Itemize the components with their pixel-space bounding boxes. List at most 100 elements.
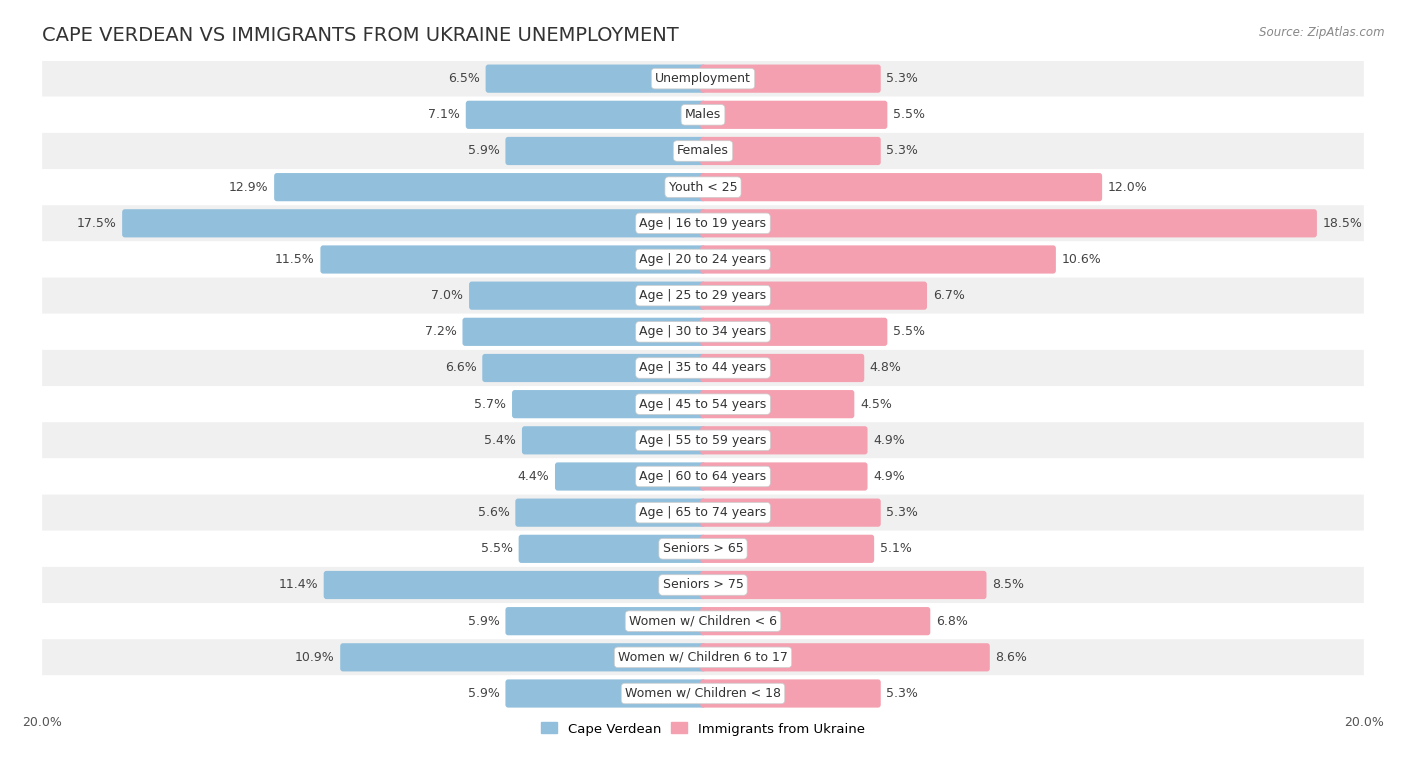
Text: 8.6%: 8.6% — [995, 651, 1028, 664]
FancyBboxPatch shape — [700, 390, 855, 419]
FancyBboxPatch shape — [42, 61, 1364, 97]
FancyBboxPatch shape — [42, 494, 1364, 531]
Text: 5.4%: 5.4% — [485, 434, 516, 447]
FancyBboxPatch shape — [485, 64, 706, 93]
FancyBboxPatch shape — [42, 386, 1364, 422]
FancyBboxPatch shape — [700, 463, 868, 491]
Text: 6.7%: 6.7% — [932, 289, 965, 302]
Text: CAPE VERDEAN VS IMMIGRANTS FROM UKRAINE UNEMPLOYMENT: CAPE VERDEAN VS IMMIGRANTS FROM UKRAINE … — [42, 26, 679, 45]
Text: Age | 55 to 59 years: Age | 55 to 59 years — [640, 434, 766, 447]
Text: Seniors > 65: Seniors > 65 — [662, 542, 744, 556]
FancyBboxPatch shape — [122, 209, 706, 238]
FancyBboxPatch shape — [42, 169, 1364, 205]
FancyBboxPatch shape — [700, 426, 868, 454]
Legend: Cape Verdean, Immigrants from Ukraine: Cape Verdean, Immigrants from Ukraine — [536, 717, 870, 741]
FancyBboxPatch shape — [465, 101, 706, 129]
FancyBboxPatch shape — [505, 679, 706, 708]
FancyBboxPatch shape — [516, 499, 706, 527]
FancyBboxPatch shape — [505, 137, 706, 165]
Text: Age | 35 to 44 years: Age | 35 to 44 years — [640, 362, 766, 375]
FancyBboxPatch shape — [700, 318, 887, 346]
FancyBboxPatch shape — [42, 350, 1364, 386]
Text: 6.8%: 6.8% — [936, 615, 967, 628]
Text: 5.3%: 5.3% — [886, 687, 918, 700]
Text: 5.9%: 5.9% — [468, 145, 499, 157]
Text: 10.9%: 10.9% — [295, 651, 335, 664]
FancyBboxPatch shape — [274, 173, 706, 201]
Text: 10.6%: 10.6% — [1062, 253, 1101, 266]
FancyBboxPatch shape — [700, 499, 880, 527]
FancyBboxPatch shape — [42, 459, 1364, 494]
Text: 8.5%: 8.5% — [993, 578, 1024, 591]
FancyBboxPatch shape — [321, 245, 706, 273]
FancyBboxPatch shape — [700, 643, 990, 671]
Text: Youth < 25: Youth < 25 — [669, 181, 737, 194]
FancyBboxPatch shape — [42, 133, 1364, 169]
FancyBboxPatch shape — [42, 241, 1364, 278]
Text: 5.6%: 5.6% — [478, 506, 510, 519]
FancyBboxPatch shape — [42, 675, 1364, 712]
Text: Age | 20 to 24 years: Age | 20 to 24 years — [640, 253, 766, 266]
Text: 5.3%: 5.3% — [886, 72, 918, 85]
Text: 5.5%: 5.5% — [893, 108, 925, 121]
Text: 5.1%: 5.1% — [880, 542, 911, 556]
FancyBboxPatch shape — [555, 463, 706, 491]
Text: 7.1%: 7.1% — [429, 108, 460, 121]
FancyBboxPatch shape — [470, 282, 706, 310]
Text: 7.0%: 7.0% — [432, 289, 464, 302]
FancyBboxPatch shape — [42, 422, 1364, 459]
FancyBboxPatch shape — [42, 205, 1364, 241]
Text: 6.5%: 6.5% — [449, 72, 479, 85]
Text: 11.5%: 11.5% — [276, 253, 315, 266]
Text: 5.9%: 5.9% — [468, 687, 499, 700]
Text: Women w/ Children < 6: Women w/ Children < 6 — [628, 615, 778, 628]
Text: 11.4%: 11.4% — [278, 578, 318, 591]
Text: 6.6%: 6.6% — [444, 362, 477, 375]
Text: 5.5%: 5.5% — [893, 326, 925, 338]
FancyBboxPatch shape — [340, 643, 706, 671]
FancyBboxPatch shape — [700, 101, 887, 129]
FancyBboxPatch shape — [700, 571, 987, 599]
Text: 5.5%: 5.5% — [481, 542, 513, 556]
Text: Source: ZipAtlas.com: Source: ZipAtlas.com — [1260, 26, 1385, 39]
Text: Age | 65 to 74 years: Age | 65 to 74 years — [640, 506, 766, 519]
FancyBboxPatch shape — [512, 390, 706, 419]
Text: Women w/ Children < 18: Women w/ Children < 18 — [626, 687, 780, 700]
Text: Seniors > 75: Seniors > 75 — [662, 578, 744, 591]
FancyBboxPatch shape — [522, 426, 706, 454]
FancyBboxPatch shape — [42, 97, 1364, 133]
FancyBboxPatch shape — [700, 679, 880, 708]
Text: 4.9%: 4.9% — [873, 470, 905, 483]
FancyBboxPatch shape — [463, 318, 706, 346]
Text: 5.9%: 5.9% — [468, 615, 499, 628]
Text: Females: Females — [678, 145, 728, 157]
Text: 4.5%: 4.5% — [860, 397, 891, 410]
FancyBboxPatch shape — [323, 571, 706, 599]
Text: Age | 16 to 19 years: Age | 16 to 19 years — [640, 217, 766, 230]
FancyBboxPatch shape — [42, 567, 1364, 603]
Text: 12.9%: 12.9% — [229, 181, 269, 194]
FancyBboxPatch shape — [42, 603, 1364, 639]
FancyBboxPatch shape — [519, 534, 706, 563]
FancyBboxPatch shape — [482, 354, 706, 382]
Text: 4.4%: 4.4% — [517, 470, 550, 483]
FancyBboxPatch shape — [700, 209, 1317, 238]
FancyBboxPatch shape — [700, 354, 865, 382]
Text: 17.5%: 17.5% — [77, 217, 117, 230]
Text: 5.3%: 5.3% — [886, 145, 918, 157]
FancyBboxPatch shape — [700, 64, 880, 93]
FancyBboxPatch shape — [42, 639, 1364, 675]
FancyBboxPatch shape — [700, 607, 931, 635]
FancyBboxPatch shape — [700, 173, 1102, 201]
Text: Unemployment: Unemployment — [655, 72, 751, 85]
FancyBboxPatch shape — [42, 531, 1364, 567]
Text: Women w/ Children 6 to 17: Women w/ Children 6 to 17 — [619, 651, 787, 664]
FancyBboxPatch shape — [42, 278, 1364, 313]
FancyBboxPatch shape — [700, 245, 1056, 273]
Text: Age | 25 to 29 years: Age | 25 to 29 years — [640, 289, 766, 302]
Text: Age | 45 to 54 years: Age | 45 to 54 years — [640, 397, 766, 410]
Text: 7.2%: 7.2% — [425, 326, 457, 338]
Text: 5.3%: 5.3% — [886, 506, 918, 519]
Text: 5.7%: 5.7% — [474, 397, 506, 410]
FancyBboxPatch shape — [42, 313, 1364, 350]
